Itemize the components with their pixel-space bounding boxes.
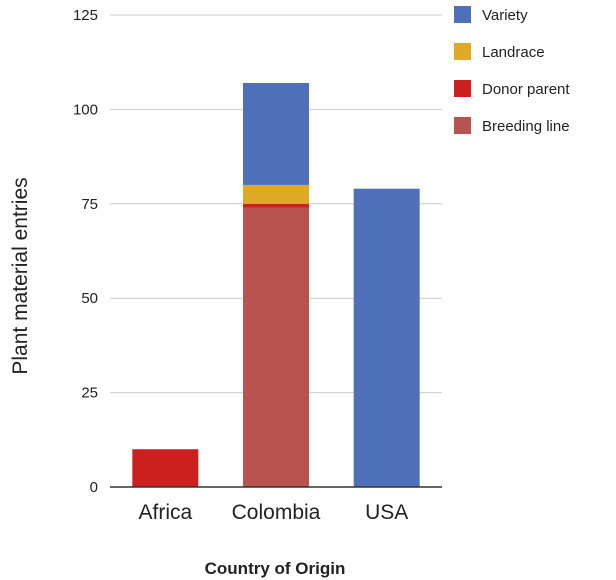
bars: [110, 82, 442, 488]
legend-item-breeding-line: Breeding line: [454, 117, 570, 135]
legend-item-variety: Variety: [454, 6, 528, 24]
y-axis-ticks: 0 25 50 75 100 125: [73, 7, 98, 496]
x-tick-label-colombia: Colombia: [232, 501, 321, 524]
x-tick-label-usa: USA: [365, 501, 408, 524]
legend-item-donor-parent: Donor parent: [454, 80, 570, 98]
legend-swatch-variety: [454, 6, 471, 23]
x-axis-ticks: Africa Colombia USA: [138, 501, 408, 524]
bar-africa-donor-parent: [132, 449, 199, 487]
y-tick-label-25: 25: [81, 385, 98, 402]
legend-swatch-donor-parent: [454, 80, 471, 97]
y-tick-label-50: 50: [81, 290, 98, 307]
x-tick-label-africa: Africa: [138, 501, 192, 524]
legend-label-breeding-line: Breeding line: [482, 118, 570, 135]
y-tick-label-75: 75: [81, 196, 98, 213]
y-tick-label-0: 0: [90, 479, 98, 496]
bar-colombia-landrace: [243, 184, 309, 204]
bar-colombia-donor-parent: [243, 203, 309, 208]
bar-usa-variety: [353, 188, 420, 488]
bar-colombia-variety: [243, 82, 309, 185]
y-tick-label-125: 125: [73, 7, 98, 24]
legend-swatch-breeding-line: [454, 117, 471, 134]
legend-item-landrace: Landrace: [454, 43, 545, 61]
legend: Variety Landrace Donor parent Breeding line: [454, 6, 570, 135]
y-tick-label-100: 100: [73, 101, 98, 118]
legend-label-donor-parent: Donor parent: [482, 81, 570, 98]
x-axis-label: Country of Origin: [205, 559, 346, 578]
legend-label-landrace: Landrace: [482, 44, 545, 61]
legend-swatch-landrace: [454, 43, 471, 60]
bar-colombia-breeding-line: [243, 207, 309, 488]
y-axis-label: Plant material entries: [9, 177, 32, 374]
legend-label-variety: Variety: [482, 7, 528, 24]
